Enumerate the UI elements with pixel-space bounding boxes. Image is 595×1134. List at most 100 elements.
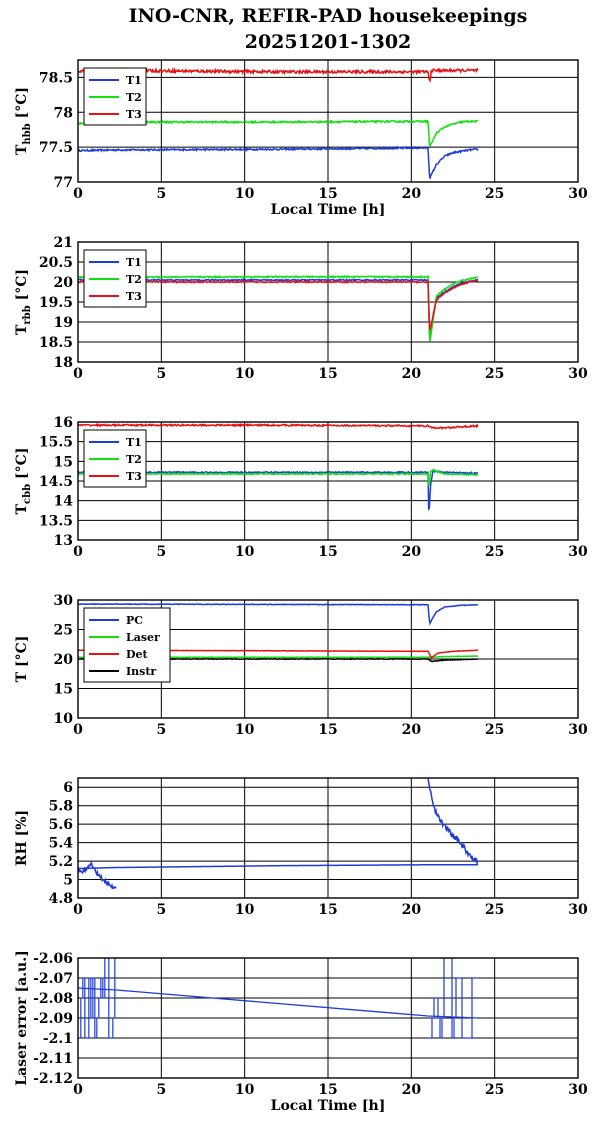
y-tick-label: 78 bbox=[54, 105, 73, 121]
y-tick-label: 14.5 bbox=[39, 474, 73, 490]
x-tick-label: 30 bbox=[568, 186, 588, 202]
y-tick-label: 5.2 bbox=[49, 854, 73, 870]
y-tick-label: 18 bbox=[54, 355, 73, 371]
plot-frame bbox=[77, 599, 579, 719]
legend-label-t3: T3 bbox=[126, 108, 142, 121]
x-tick-label: 0 bbox=[73, 902, 83, 918]
x-tick-label: 30 bbox=[568, 1082, 588, 1098]
x-tick-label: 5 bbox=[156, 366, 166, 382]
x-tick-label: 20 bbox=[402, 366, 422, 382]
legend-label-t1: T1 bbox=[126, 256, 142, 269]
x-tick-label: 5 bbox=[156, 1082, 166, 1098]
x-tick-label: 10 bbox=[235, 366, 255, 382]
y-axis-label: RH [%] bbox=[14, 810, 30, 866]
y-tick-label: -2.06 bbox=[33, 951, 73, 967]
y-tick-label: 19.5 bbox=[39, 295, 73, 311]
x-tick-label: 10 bbox=[235, 1082, 255, 1098]
x-tick-label: 15 bbox=[318, 722, 337, 738]
y-tick-label: 6 bbox=[63, 780, 73, 796]
x-tick-label: 20 bbox=[402, 186, 422, 202]
y-tick-label: 15 bbox=[54, 682, 73, 698]
y-tick-label: 78.5 bbox=[39, 70, 73, 86]
legend-label-det: Det bbox=[126, 648, 149, 661]
y-axis-label: Thbb [°C] bbox=[14, 87, 33, 155]
y-label-unit: [°C] bbox=[14, 636, 30, 667]
x-tick-label: 10 bbox=[235, 902, 255, 918]
y-tick-label: -2.1 bbox=[43, 1031, 73, 1047]
y-axis-label: Trbb [°C] bbox=[14, 269, 33, 335]
y-label-subscript: hbb bbox=[22, 123, 33, 144]
x-tick-label: 5 bbox=[156, 722, 166, 738]
panel-4: 0 5 10 15 20 25 30 10 15 20 25 30 T [°C] PC Laser Det Ins… bbox=[14, 593, 588, 738]
series-jitter-1 bbox=[78, 958, 117, 1039]
y-tick-label: 5.6 bbox=[49, 817, 73, 833]
y-label-unit: [°C] bbox=[14, 87, 30, 118]
y-tick-label: -2.08 bbox=[33, 991, 73, 1007]
x-tick-label: 5 bbox=[156, 186, 166, 202]
x-tick-label: 25 bbox=[485, 186, 504, 202]
x-tick-label: 15 bbox=[318, 544, 337, 560]
x-tick-label: 20 bbox=[402, 902, 422, 918]
panel-6: 0 5 10 15 20 25 30 -2.12 -2.11 -2.1 -2.09 -2.08 -2.0… bbox=[14, 950, 588, 1114]
x-axis-label: Local Time [h] bbox=[271, 1098, 386, 1114]
y-label-main: RH [%] bbox=[14, 810, 30, 866]
legend-label-instr: Instr bbox=[126, 665, 156, 678]
plot-frame bbox=[77, 241, 579, 363]
legend-label-t1: T1 bbox=[126, 74, 142, 87]
x-tick-label: 25 bbox=[485, 366, 504, 382]
x-tick-label: 30 bbox=[568, 366, 588, 382]
y-label-main: T bbox=[14, 324, 30, 335]
plot-frame bbox=[77, 777, 579, 899]
y-label-unit: [°C] bbox=[14, 448, 30, 479]
x-tick-label: 0 bbox=[73, 366, 83, 382]
y-label-subscript: rbb bbox=[22, 305, 33, 324]
figure-title-line1: INO-CNR, REFIR-PAD housekeepings bbox=[129, 5, 528, 27]
y-tick-label: 5.4 bbox=[49, 836, 74, 852]
y-tick-label: 19 bbox=[54, 315, 73, 331]
y-tick-label: 15.5 bbox=[39, 435, 73, 451]
y-tick-label: 30 bbox=[54, 593, 74, 609]
series-line-1 bbox=[78, 860, 117, 890]
y-tick-label: 10 bbox=[54, 711, 74, 727]
y-tick-label: 13 bbox=[54, 533, 73, 549]
legend-label-pc: PC bbox=[126, 614, 143, 627]
x-tick-label: 10 bbox=[235, 544, 255, 560]
y-tick-label: 20 bbox=[54, 275, 74, 291]
y-label-main: Laser error [a.u.] bbox=[14, 950, 30, 1085]
x-tick-label: 30 bbox=[568, 544, 588, 560]
x-tick-label: 25 bbox=[485, 902, 504, 918]
plot-frame bbox=[77, 59, 579, 183]
x-tick-label: 25 bbox=[485, 1082, 504, 1098]
legend-label-t3: T3 bbox=[126, 290, 142, 303]
y-tick-label: 21 bbox=[54, 235, 73, 251]
x-tick-label: 0 bbox=[73, 722, 83, 738]
x-axis-label: Local Time [h] bbox=[271, 202, 386, 218]
plot-frame bbox=[77, 421, 579, 541]
y-tick-label: 20.5 bbox=[39, 255, 73, 271]
y-tick-label: -2.12 bbox=[33, 1071, 73, 1087]
legend-label-t2: T2 bbox=[126, 453, 142, 466]
x-tick-label: 15 bbox=[318, 366, 337, 382]
series-line-T3 bbox=[78, 422, 479, 431]
legend-label-laser: Laser bbox=[126, 631, 160, 644]
y-tick-label: -2.09 bbox=[33, 1011, 73, 1027]
y-tick-label: 5 bbox=[63, 873, 73, 889]
y-tick-label: 4.8 bbox=[49, 891, 73, 907]
y-tick-label: 77 bbox=[54, 175, 73, 191]
y-axis-label: Tcbb [°C] bbox=[14, 448, 33, 515]
y-tick-label: -2.07 bbox=[33, 971, 73, 987]
series-line-T1 bbox=[78, 145, 479, 179]
y-tick-label: 20 bbox=[54, 652, 74, 668]
series-group bbox=[78, 778, 479, 890]
figure-title-line2: 20251201-1302 bbox=[245, 31, 412, 53]
y-label-main: T bbox=[14, 671, 30, 682]
x-tick-label: 25 bbox=[485, 722, 504, 738]
series-line-3 bbox=[427, 778, 479, 866]
x-tick-label: 20 bbox=[402, 544, 422, 560]
plot-frame bbox=[77, 957, 579, 1079]
x-tick-label: 30 bbox=[568, 902, 588, 918]
y-tick-label: 25 bbox=[54, 623, 73, 639]
x-tick-label: 0 bbox=[73, 544, 83, 560]
y-tick-label: 77.5 bbox=[39, 140, 73, 156]
